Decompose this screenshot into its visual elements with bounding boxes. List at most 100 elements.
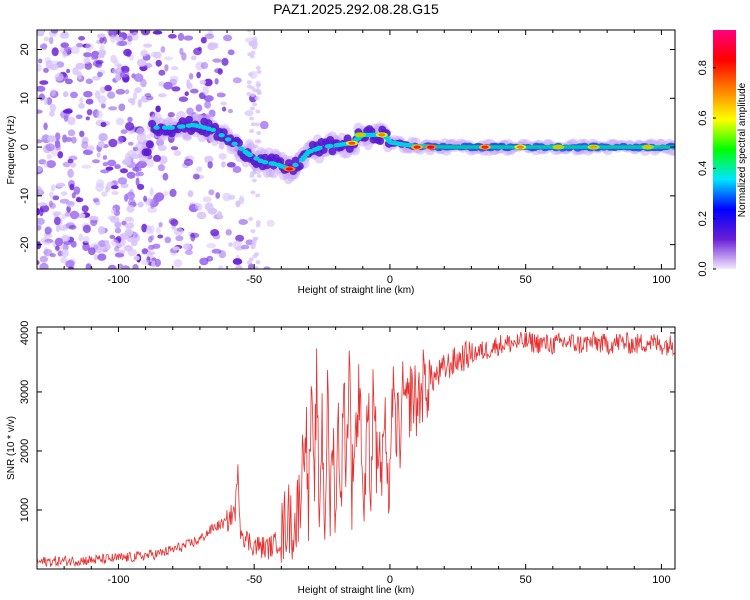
noise-blob bbox=[153, 193, 163, 203]
noise-blob bbox=[206, 243, 217, 249]
noise-blob bbox=[38, 58, 43, 64]
noise-blob bbox=[43, 234, 53, 239]
noise-blob bbox=[152, 30, 163, 35]
hotspot bbox=[590, 145, 598, 149]
noise-blob bbox=[81, 205, 89, 213]
noise-blob bbox=[199, 257, 209, 266]
noise-blob bbox=[199, 80, 207, 85]
noise-blob bbox=[144, 62, 153, 69]
snr-x-axis: -100 -50 0 50 100 bbox=[36, 327, 671, 586]
noise-blob bbox=[39, 43, 48, 50]
noise-blob bbox=[249, 106, 255, 111]
noise-blob bbox=[49, 111, 55, 117]
noise-blob bbox=[124, 228, 133, 237]
noise-blob bbox=[126, 191, 135, 200]
track-halo bbox=[669, 147, 675, 156]
track-body bbox=[185, 115, 193, 124]
colorbar: 0.0 0.2 0.4 0.6 0.8 Normalized spectral ampl… bbox=[697, 30, 748, 277]
noise-blob bbox=[127, 35, 133, 42]
noise-blob bbox=[126, 171, 136, 179]
noise-blob bbox=[216, 92, 226, 98]
noise-blob bbox=[228, 194, 236, 200]
noise-blob bbox=[195, 202, 200, 210]
noise-blob bbox=[182, 243, 191, 251]
noise-blob bbox=[62, 161, 71, 168]
noise-blob bbox=[86, 109, 93, 116]
noise-blob bbox=[256, 174, 262, 178]
noise-blob bbox=[85, 78, 94, 85]
noise-blob bbox=[221, 161, 226, 168]
noise-blob bbox=[98, 53, 105, 59]
noise-blob bbox=[108, 30, 118, 38]
track-core bbox=[327, 143, 334, 149]
noise-blob bbox=[67, 116, 76, 126]
hotspot bbox=[413, 145, 421, 149]
noise-blob bbox=[169, 188, 177, 198]
noise-blob bbox=[256, 139, 262, 144]
noise-blob bbox=[62, 243, 69, 251]
spectrogram-track-layer bbox=[135, 110, 675, 185]
noise-blob bbox=[162, 172, 169, 181]
track-body bbox=[376, 137, 385, 145]
noise-blob bbox=[207, 207, 218, 215]
track-body bbox=[145, 140, 154, 149]
noise-blob bbox=[136, 160, 147, 169]
spectrogram-frame bbox=[36, 29, 676, 270]
noise-blob bbox=[155, 59, 162, 67]
noise-blob bbox=[104, 239, 110, 247]
noise-blob bbox=[37, 109, 43, 114]
noise-blob bbox=[43, 67, 49, 73]
x-tick-label: 0 bbox=[387, 274, 393, 286]
noise-blob bbox=[61, 248, 69, 258]
noise-blob bbox=[186, 107, 194, 116]
track-core bbox=[224, 137, 232, 142]
noise-blob bbox=[152, 243, 161, 249]
colorbar-tick-label: 0.6 bbox=[697, 110, 709, 125]
noise-blob bbox=[170, 146, 179, 151]
noise-blob bbox=[77, 213, 86, 219]
noise-blob bbox=[158, 69, 166, 76]
noise-blob bbox=[133, 73, 144, 82]
noise-blob bbox=[62, 109, 73, 114]
noise-blob bbox=[150, 51, 157, 57]
noise-blob bbox=[221, 106, 227, 112]
noise-blob bbox=[173, 150, 182, 157]
noise-blob bbox=[228, 242, 233, 247]
noise-blob bbox=[117, 135, 124, 145]
noise-blob bbox=[67, 158, 74, 164]
noise-blob bbox=[37, 202, 48, 207]
noise-blob bbox=[115, 117, 125, 126]
noise-blob bbox=[137, 99, 142, 108]
noise-blob bbox=[68, 224, 77, 230]
track-core bbox=[261, 160, 269, 165]
noise-blob bbox=[59, 32, 70, 39]
noise-blob bbox=[37, 30, 45, 37]
noise-blob bbox=[132, 91, 138, 100]
noise-blob bbox=[95, 59, 104, 65]
noise-blob bbox=[141, 248, 149, 255]
track-body bbox=[204, 119, 213, 128]
noise-blob bbox=[227, 108, 234, 114]
noise-blob bbox=[49, 63, 59, 71]
noise-blob bbox=[37, 260, 40, 265]
noise-blob bbox=[246, 260, 252, 265]
noise-blob bbox=[52, 211, 62, 216]
noise-blob bbox=[148, 235, 153, 243]
noise-blob bbox=[255, 260, 261, 265]
noise-blob bbox=[141, 223, 148, 233]
noise-blob bbox=[46, 160, 56, 169]
noise-blob bbox=[96, 110, 103, 119]
noise-blob bbox=[66, 68, 71, 74]
noise-blob bbox=[107, 91, 116, 99]
noise-blob bbox=[263, 266, 271, 269]
noise-blob bbox=[164, 236, 172, 244]
noise-blob bbox=[200, 36, 207, 44]
noise-blob bbox=[100, 121, 107, 128]
noise-blob bbox=[55, 144, 62, 151]
noise-blob bbox=[131, 236, 137, 243]
noise-blob bbox=[227, 49, 235, 56]
noise-blob bbox=[97, 141, 105, 148]
noise-blob bbox=[212, 58, 222, 63]
noise-blob bbox=[238, 219, 248, 225]
noise-blob bbox=[240, 244, 250, 250]
